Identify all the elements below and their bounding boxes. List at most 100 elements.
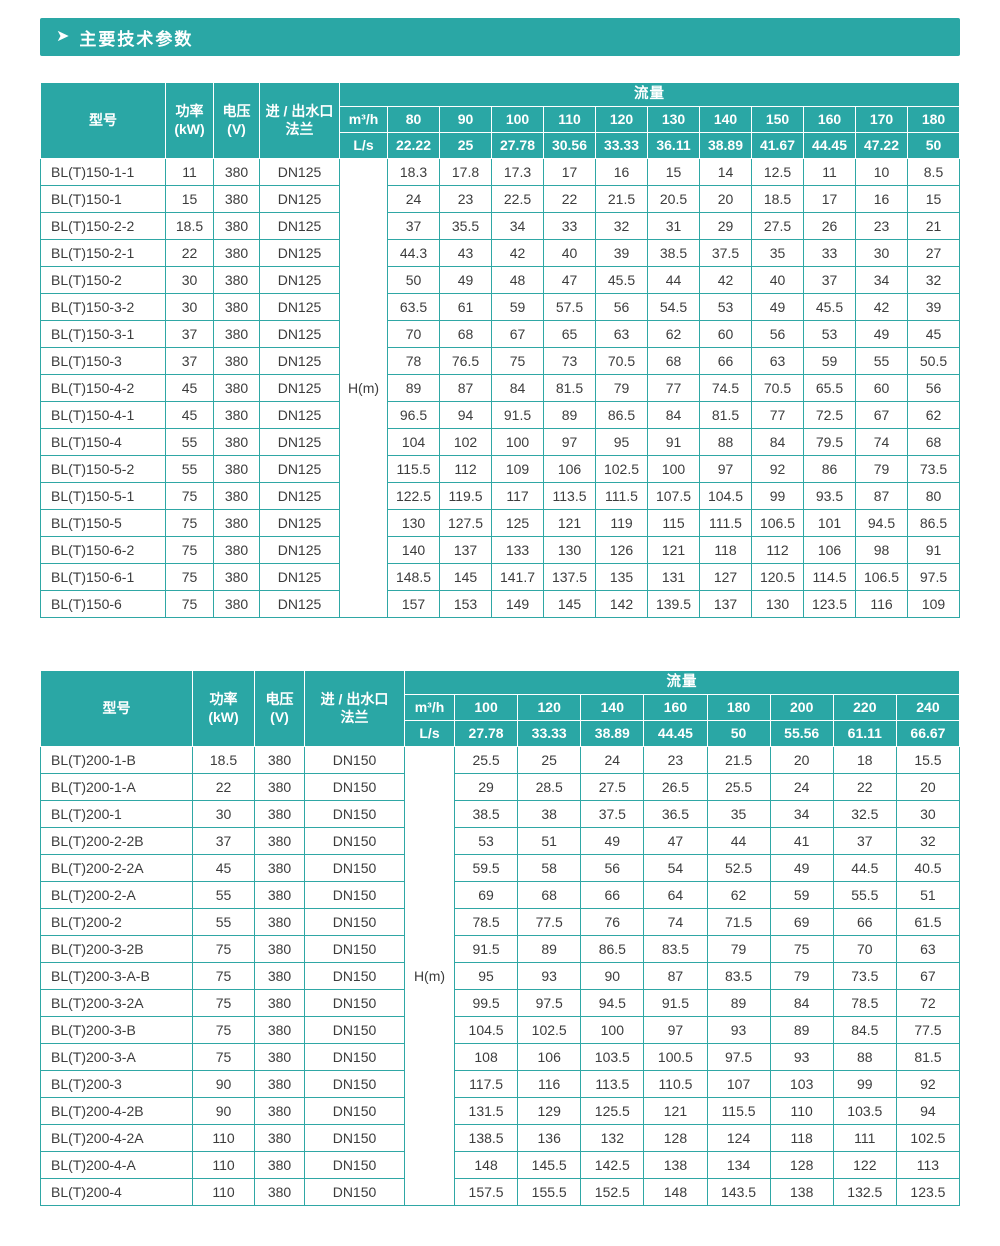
head-value-cell: 94.5 <box>580 989 645 1017</box>
head-value-cell: 38.5 <box>647 239 700 267</box>
head-value-cell: 157 <box>387 590 440 618</box>
head-value-cell: 140 <box>387 536 440 564</box>
head-value-cell: 91.5 <box>643 989 708 1017</box>
flange-cell: DN125 <box>259 563 340 591</box>
head-value-cell: 14 <box>699 158 752 186</box>
head-value-cell: 74 <box>643 908 708 936</box>
head-value-cell: 110.5 <box>643 1070 708 1098</box>
head-value-cell: 135 <box>595 563 648 591</box>
head-value-cell: 111.5 <box>699 509 752 537</box>
flow-m3h-value: 170 <box>855 106 908 133</box>
head-value-cell: 91 <box>907 536 960 564</box>
flow-m3h-value: 180 <box>706 694 771 721</box>
head-value-cell: 103.5 <box>832 1097 897 1125</box>
head-value-cell: 130 <box>387 509 440 537</box>
head-value-cell: 42 <box>855 293 908 321</box>
head-value-cell: 70.5 <box>751 374 804 402</box>
power-cell: 45 <box>192 854 255 882</box>
voltage-cell: 380 <box>254 773 305 801</box>
voltage-cell: 380 <box>213 455 260 483</box>
power-cell: 75 <box>192 989 255 1017</box>
head-value-cell: 141.7 <box>491 563 544 591</box>
head-value-cell: 142 <box>595 590 648 618</box>
head-value-cell: 123.5 <box>895 1178 961 1206</box>
head-value-cell: 26.5 <box>643 773 708 801</box>
table-row: BL(T)150-3-2 30 380 DN125 63.5 61 59 57.5 56 54.5… <box>40 293 960 321</box>
voltage-cell: 380 <box>254 1151 305 1179</box>
flange-cell: DN125 <box>259 374 340 402</box>
model-cell: BL(T)200-2 <box>40 908 193 936</box>
header-model: 型号 <box>40 82 166 159</box>
head-value-cell: 59 <box>491 293 544 321</box>
power-cell: 75 <box>192 1043 255 1071</box>
head-value-cell: 65.5 <box>803 374 856 402</box>
head-value-cell: 35 <box>751 239 804 267</box>
head-value-cell: 24 <box>769 773 834 801</box>
head-value-cell: 21.5 <box>706 746 771 774</box>
flow-ls-value: 50 <box>706 720 771 747</box>
head-value-cell: 69 <box>453 881 519 909</box>
head-value-cell: 66 <box>832 908 897 936</box>
head-value-cell: 70.5 <box>595 347 648 375</box>
m3h-header-row: m³/h 80 90 100 110 120 130 140 150 160 170 180 <box>41 106 960 133</box>
head-value-cell: 49 <box>751 293 804 321</box>
head-value-cell: 22 <box>832 773 897 801</box>
table-row: BL(T)150-5-1 75 380 DN125 122.5 119.5 117 113.5… <box>40 482 960 510</box>
head-value-cell: 63.5 <box>387 293 440 321</box>
head-value-cell: 107.5 <box>647 482 700 510</box>
flow-m3h-value: 160 <box>803 106 856 133</box>
flow-ls-value: 33.33 <box>595 132 648 159</box>
head-value-cell: 94.5 <box>855 509 908 537</box>
head-value-cell: 112 <box>751 536 804 564</box>
head-value-cell: 129 <box>517 1097 582 1125</box>
head-value-cell: 73 <box>543 347 596 375</box>
voltage-cell: 380 <box>213 563 260 591</box>
head-value-cell: 50.5 <box>907 347 960 375</box>
head-value-cell: 102.5 <box>517 1016 582 1044</box>
flange-cell: DN125 <box>259 320 340 348</box>
head-value-cell: 97 <box>699 455 752 483</box>
head-value-cell: 61.5 <box>895 908 961 936</box>
head-value-cell: 89 <box>769 1016 834 1044</box>
head-value-cell: 121 <box>543 509 596 537</box>
head-unit-cell: H(m) <box>339 158 388 618</box>
head-value-cell: 102 <box>439 428 492 456</box>
flange-cell: DN150 <box>304 746 405 774</box>
head-value-cell: 104 <box>387 428 440 456</box>
flow-m3h-value: 150 <box>751 106 804 133</box>
table-row: BL(T)200-4-2A 110 380 DN150 138.5 136 132 128 12… <box>40 1124 961 1152</box>
head-value-cell: 18 <box>832 746 897 774</box>
head-value-cell: 29 <box>453 773 519 801</box>
head-value-cell: 68 <box>647 347 700 375</box>
header-flange: 进 / 出水口 法兰 <box>304 670 405 747</box>
head-value-cell: 106 <box>517 1043 582 1071</box>
head-value-cell: 53 <box>699 293 752 321</box>
flow-m3h-value: 140 <box>699 106 752 133</box>
flow-ls-value: 27.78 <box>491 132 544 159</box>
flow-m3h-value: 240 <box>895 694 961 721</box>
flange-cell: DN150 <box>304 989 405 1017</box>
ls-unit-label: L/s <box>339 132 388 159</box>
flange-cell: DN125 <box>259 428 340 456</box>
power-cell: 45 <box>165 401 214 429</box>
power-cell: 30 <box>192 800 255 828</box>
power-cell: 22 <box>165 239 214 267</box>
head-value-cell: 44.3 <box>387 239 440 267</box>
head-value-cell: 63 <box>595 320 648 348</box>
power-cell: 90 <box>192 1070 255 1098</box>
head-value-cell: 44 <box>706 827 771 855</box>
model-cell: BL(T)150-2-2 <box>40 212 166 240</box>
head-value-cell: 58 <box>517 854 582 882</box>
flow-ls-value: 36.11 <box>647 132 700 159</box>
head-value-cell: 106 <box>543 455 596 483</box>
head-value-cell: 37 <box>803 266 856 294</box>
head-value-cell: 37.5 <box>699 239 752 267</box>
head-value-cell: 18.5 <box>751 185 804 213</box>
model-cell: BL(T)150-4-1 <box>40 401 166 429</box>
head-value-cell: 16 <box>855 185 908 213</box>
flow-ls-value: 61.11 <box>832 720 897 747</box>
table-row: BL(T)150-3 37 380 DN125 78 76.5 75 73 70.5 68 66 63… <box>40 347 960 375</box>
head-value-cell: 110 <box>769 1097 834 1125</box>
head-value-cell: 45.5 <box>803 293 856 321</box>
head-value-cell: 100 <box>647 455 700 483</box>
